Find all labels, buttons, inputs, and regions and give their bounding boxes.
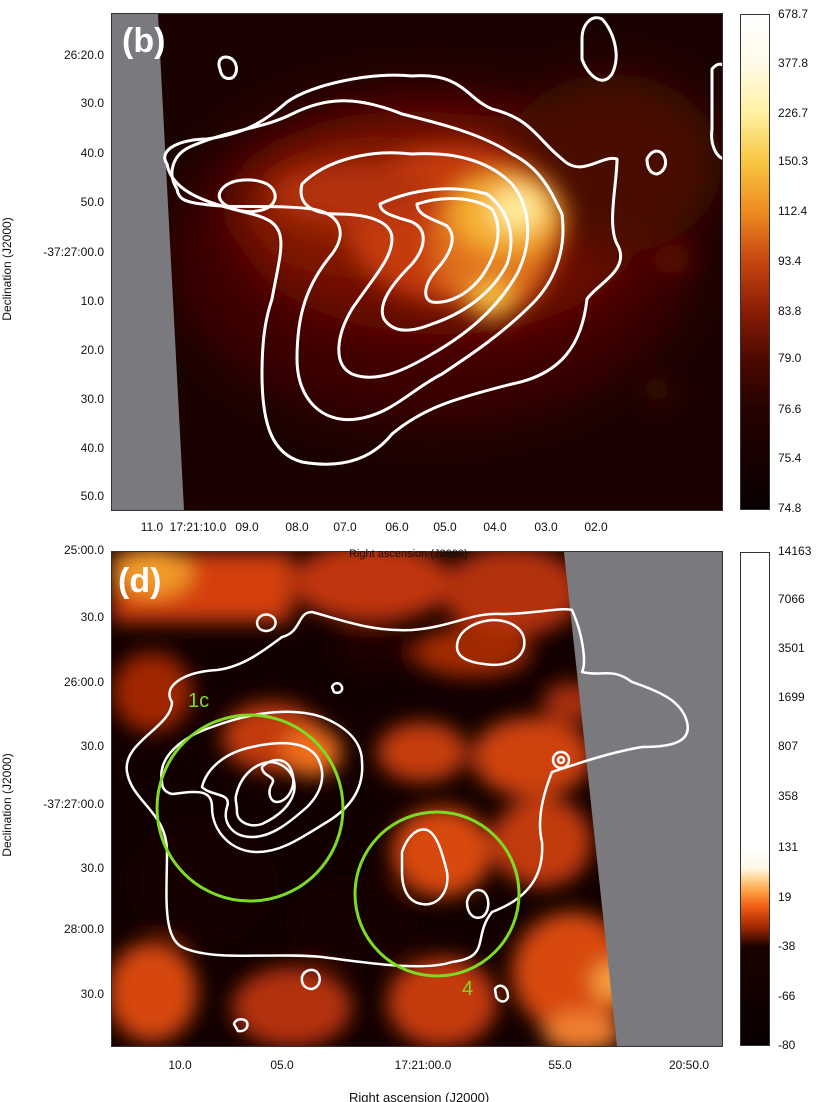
x-tick-label: 55.0 xyxy=(548,1058,572,1072)
colorbar-tick-label: 93.4 xyxy=(778,254,802,268)
y-tick-label: -37:27:00.0 xyxy=(43,797,104,811)
colorbar-tick-label: 3501 xyxy=(778,641,805,655)
x-tick-label: 11.0 xyxy=(140,520,164,534)
colorbar-tick-label: 678.7 xyxy=(778,7,809,21)
colorbar-tick-label: 19 xyxy=(778,890,792,904)
y-tick-label: 30.0 xyxy=(80,739,104,753)
region-4-label: 4 xyxy=(462,978,474,1000)
panel-b-frame xyxy=(111,13,723,511)
region-1c-label: 1c xyxy=(188,690,210,712)
panel-b-label: (b) xyxy=(122,22,166,60)
colorbar-tick-label: 75.4 xyxy=(778,451,802,465)
colorbar-tick-label: 358 xyxy=(778,789,799,803)
y-axis-label: Declination (J2000) xyxy=(0,217,14,321)
colorbar-tick-label: 112.4 xyxy=(778,204,808,218)
x-tick-label: 17:21:10.0 xyxy=(169,520,227,534)
x-tick-label: 08.0 xyxy=(285,520,309,534)
colorbar-tick-label: 7066 xyxy=(778,592,805,606)
colorbar-tick-label: -66 xyxy=(778,989,796,1003)
y-tick-label: 30.0 xyxy=(80,610,104,624)
x-tick-label: 20:50.0 xyxy=(668,1058,710,1072)
y-tick-label: 26:00.0 xyxy=(63,675,104,689)
colorbar-tick-label: 14163 xyxy=(778,544,812,558)
colorbar-tick-label: -80 xyxy=(778,1038,796,1052)
panel-d-colorbar xyxy=(740,552,770,1046)
x-tick-label: 07.0 xyxy=(333,520,357,534)
colorbar-tick-label: 226.7 xyxy=(778,106,809,120)
colorbar-tick-label: 79.0 xyxy=(778,351,802,365)
colorbar-tick-label: 1699 xyxy=(778,690,805,704)
y-tick-label: 10.0 xyxy=(80,294,104,308)
colorbar-tick-label: 377.8 xyxy=(778,56,809,70)
y-tick-label: 50.0 xyxy=(80,195,104,209)
x-tick-label: 05.0 xyxy=(270,1058,294,1072)
x-tick-label: 09.0 xyxy=(235,520,259,534)
colorbar-tick-label: 74.8 xyxy=(778,501,802,515)
panel-d-map xyxy=(112,552,722,1046)
y-tick-label: 30.0 xyxy=(80,96,104,110)
x-tick-label: 02.0 xyxy=(584,520,608,534)
x-tick-label: 06.0 xyxy=(385,520,409,534)
panel-d-frame xyxy=(111,551,723,1047)
x-tick-label: 04.0 xyxy=(483,520,507,534)
y-tick-label: -37:27:00.0 xyxy=(43,245,104,259)
x-tick-label: 17:21:00.0 xyxy=(394,1058,452,1072)
colorbar-tick-label: 131 xyxy=(778,840,799,854)
y-tick-label: 30.0 xyxy=(80,861,104,875)
y-tick-label: 30.0 xyxy=(80,987,104,1001)
y-tick-label: 30.0 xyxy=(80,392,104,406)
x-tick-label: 05.0 xyxy=(433,520,457,534)
x-axis-label: Right ascension (J2000) xyxy=(349,548,468,560)
y-axis-label: Declination (J2000) xyxy=(0,753,14,857)
colorbar-tick-label: 83.8 xyxy=(778,304,802,318)
panel-d-label: (d) xyxy=(118,562,162,600)
panel-b-colorbar xyxy=(740,14,770,510)
y-tick-label: 26:20.0 xyxy=(63,48,104,62)
x-axis-label: Right ascension (J2000) xyxy=(349,1090,490,1102)
y-tick-label: 50.0 xyxy=(80,489,104,503)
x-tick-label: 10.0 xyxy=(168,1058,192,1072)
y-tick-label: 28:00.0 xyxy=(63,922,104,936)
colorbar-tick-label: 807 xyxy=(778,739,799,753)
panel-b-map xyxy=(112,14,722,510)
y-tick-label: 40.0 xyxy=(80,146,104,160)
y-tick-label: 40.0 xyxy=(80,441,104,455)
colorbar-tick-label: -38 xyxy=(778,939,796,953)
colorbar-tick-label: 76.6 xyxy=(778,402,802,416)
y-tick-label: 25:00.0 xyxy=(63,543,104,557)
y-tick-label: 20.0 xyxy=(80,343,104,357)
x-tick-label: 03.0 xyxy=(534,520,558,534)
colorbar-tick-label: 150.3 xyxy=(778,154,809,168)
